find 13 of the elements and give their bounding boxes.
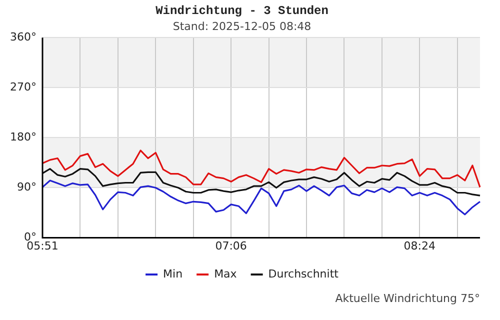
legend-label: Min bbox=[163, 267, 183, 280]
x-tick-label: 07:06 bbox=[215, 239, 247, 252]
y-tick-label: 90° bbox=[16, 180, 36, 194]
x-tick-label: 08:24 bbox=[404, 239, 436, 252]
y-tick-label: 360° bbox=[10, 30, 36, 44]
legend-label: Durchschnitt bbox=[268, 267, 340, 280]
text: Aktuelle Windrichtung 75° bbox=[335, 292, 480, 305]
chart-title: Windrichtung - 3 Stunden bbox=[156, 4, 328, 18]
y-tick-label: 270° bbox=[10, 80, 36, 94]
y-tick-label: 180° bbox=[10, 130, 36, 144]
legend-label: Max bbox=[214, 267, 238, 280]
x-tick-label: 05:51 bbox=[26, 239, 58, 252]
chart-subtitle: Stand: 2025-12-05 08:48 bbox=[172, 20, 312, 33]
